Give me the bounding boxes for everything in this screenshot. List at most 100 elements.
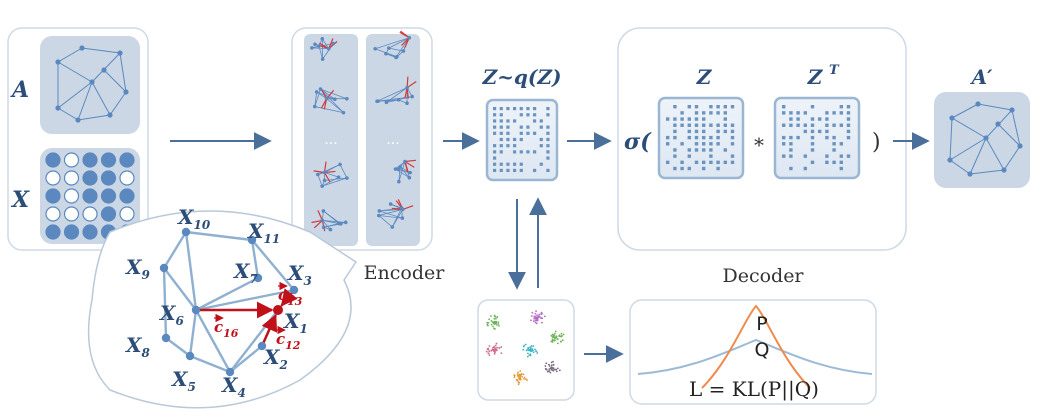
cluster-point <box>550 334 553 337</box>
cluster-point <box>554 332 556 335</box>
encoder-edge <box>324 172 339 178</box>
encoder-node <box>405 85 409 90</box>
matrix-cell <box>666 142 670 146</box>
matrix-cell <box>730 135 735 140</box>
matrix-cell <box>716 105 720 109</box>
cluster-point <box>530 349 533 352</box>
cluster-point <box>552 360 554 363</box>
matrix-cell <box>513 107 517 111</box>
matrix-cell <box>499 113 503 117</box>
zoom-node <box>161 333 171 343</box>
encoder-edge <box>378 215 403 219</box>
matrix-cell <box>796 135 800 140</box>
matrix-cell <box>673 166 677 171</box>
zoom-node <box>191 305 201 315</box>
matrix-cell <box>506 107 510 111</box>
cluster-point <box>532 320 535 323</box>
encoder-edge <box>314 106 344 114</box>
matrix-cell <box>687 154 691 158</box>
cluster-point <box>534 350 537 352</box>
matrix-cell <box>839 166 843 171</box>
matrix-cell <box>782 135 786 140</box>
matrix-cell <box>546 131 550 135</box>
encoder-node <box>384 51 388 56</box>
matrix-cell <box>526 125 530 129</box>
encoder-node <box>390 225 395 229</box>
cluster-point <box>551 333 554 336</box>
cluster-point <box>523 376 526 379</box>
cluster-point <box>491 348 494 351</box>
matrix-cell <box>796 123 800 127</box>
encoder-node <box>373 46 377 51</box>
zoom-node <box>253 273 263 283</box>
node-label-sub: 5 <box>188 380 196 394</box>
attention-edge <box>406 81 417 89</box>
matrix-cell <box>493 107 497 111</box>
matrix-cell <box>666 160 670 165</box>
cluster-point <box>529 354 532 357</box>
attention-edge <box>401 37 410 46</box>
cluster-point <box>560 335 563 338</box>
encoder-node <box>384 100 389 105</box>
encoder-node <box>320 184 324 188</box>
matrix-cell <box>825 123 829 127</box>
sigma-close: ) <box>872 130 881 155</box>
matrix-cell <box>702 148 706 152</box>
zt-matrix-dots <box>782 105 851 171</box>
matrix-cell <box>839 123 843 127</box>
cluster-point <box>526 355 529 358</box>
matrix-cell <box>730 154 735 158</box>
cluster-point <box>517 381 520 384</box>
encoder-edge <box>326 98 344 113</box>
matrix-cell <box>673 135 677 140</box>
vector-label-sub: 16 <box>223 327 239 340</box>
cluster-point <box>550 340 553 343</box>
matrix-cell <box>694 105 699 109</box>
encoder-node <box>314 90 319 94</box>
matrix-cell <box>846 105 851 109</box>
matrix-cell <box>702 166 706 171</box>
cluster-point <box>526 379 528 381</box>
kl-loss-formula: L = KL(P||Q) <box>689 377 819 402</box>
encoder-edge <box>322 220 331 230</box>
matrix-cell <box>832 111 836 115</box>
attention-edge <box>404 37 410 48</box>
cluster-point <box>495 348 498 351</box>
matrix-cell <box>513 150 517 154</box>
encoder-edge <box>376 87 408 102</box>
encoder-edge <box>311 47 329 50</box>
matrix-cell <box>499 131 503 135</box>
cluster-point <box>556 338 559 341</box>
cluster-point <box>517 383 520 386</box>
matrix-cell <box>818 117 822 121</box>
node-label-sub: 7 <box>250 272 259 286</box>
attention-edge <box>404 159 416 163</box>
matrix-cell <box>546 125 550 129</box>
encoder-node <box>345 176 349 180</box>
cluster-point <box>493 322 496 325</box>
matrix-cell <box>499 107 503 111</box>
cluster-point <box>498 324 500 327</box>
zoom-node <box>257 341 267 351</box>
node-label-sub: 10 <box>194 218 211 232</box>
decoder-label: Decoder <box>722 265 804 287</box>
attention-edge <box>313 170 325 174</box>
cluster-point <box>493 346 495 349</box>
cluster-point <box>485 350 488 353</box>
cluster-point <box>558 369 561 372</box>
matrix-cell <box>694 129 699 134</box>
feature-cell <box>63 188 80 204</box>
matrix-cell <box>533 107 537 111</box>
matrix-cell <box>846 129 851 134</box>
matrix-cell <box>533 150 537 154</box>
cluster-point <box>552 367 555 370</box>
q-distribution-curve <box>637 338 873 375</box>
encoder-node <box>338 162 342 167</box>
matrix-cell <box>709 142 713 146</box>
attention-edge <box>328 38 334 49</box>
feature-matrix-dots <box>45 152 135 240</box>
cluster-point <box>560 332 563 335</box>
cluster-point <box>495 317 497 320</box>
matrix-cell <box>702 123 706 127</box>
output-block: A′ <box>934 65 1030 188</box>
